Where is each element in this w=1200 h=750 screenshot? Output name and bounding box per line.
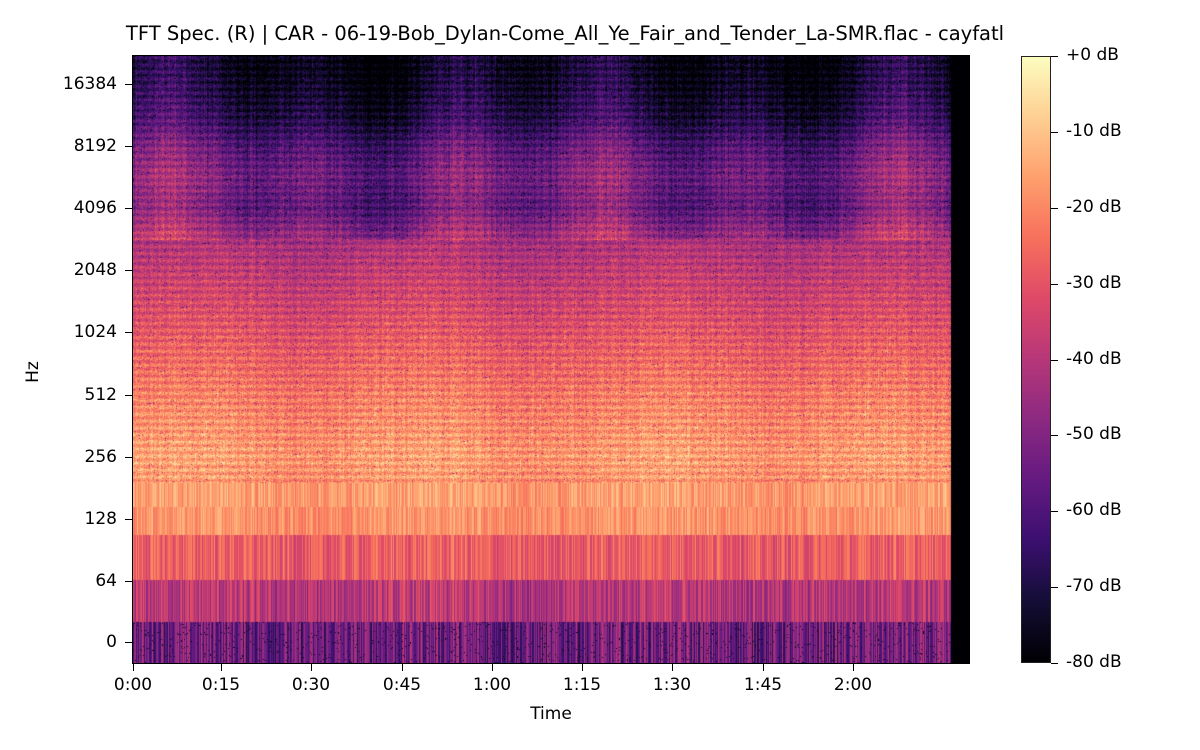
x-tick-label: 1:30	[652, 675, 692, 695]
colorbar-tick-label: -10 dB	[1066, 121, 1122, 141]
y-tick-mark	[125, 270, 132, 271]
x-tick-label: 1:45	[743, 675, 783, 695]
y-tick-label: 0	[106, 632, 117, 652]
y-axis-title: Hz	[22, 361, 43, 383]
colorbar-tick-mark	[1051, 56, 1058, 57]
y-tick-label: 2048	[73, 260, 117, 280]
y-tick-label: 4096	[73, 198, 117, 218]
y-tick-mark	[125, 581, 132, 582]
y-tick-mark	[125, 457, 132, 458]
x-tick-mark	[402, 664, 403, 671]
y-tick-label: 8192	[73, 136, 117, 156]
y-tick-mark	[125, 84, 132, 85]
colorbar-tick-mark	[1051, 132, 1058, 133]
colorbar-tick-label: -50 dB	[1066, 424, 1122, 444]
y-tick-label: 16384	[62, 74, 117, 94]
x-tick-mark	[221, 664, 222, 671]
y-tick-label: 64	[95, 571, 117, 591]
x-tick-label: 0:15	[201, 675, 241, 695]
spectrogram-plot-area	[133, 56, 969, 663]
colorbar-tick-mark	[1051, 284, 1058, 285]
y-tick-mark	[125, 208, 132, 209]
y-tick-label: 256	[84, 447, 117, 467]
colorbar-tick-mark	[1051, 663, 1058, 664]
x-tick-mark	[582, 664, 583, 671]
colorbar-tick-label: -60 dB	[1066, 500, 1122, 520]
colorbar-tick-label: -70 dB	[1066, 576, 1122, 596]
x-tick-label: 1:15	[562, 675, 602, 695]
colorbar-tick-label: -30 dB	[1066, 273, 1122, 293]
colorbar-tick-label: -20 dB	[1066, 197, 1122, 217]
colorbar-tick-mark	[1051, 208, 1058, 209]
x-tick-label: 0:30	[291, 675, 331, 695]
x-tick-label: 0:45	[382, 675, 422, 695]
x-tick-mark	[133, 664, 134, 671]
y-tick-mark	[125, 395, 132, 396]
y-tick-label: 512	[84, 385, 117, 405]
x-tick-label: 1:00	[472, 675, 512, 695]
y-tick-mark	[125, 642, 132, 643]
colorbar-tick-mark	[1051, 360, 1058, 361]
colorbar-tick-mark	[1051, 511, 1058, 512]
colorbar-tick-mark	[1051, 435, 1058, 436]
colorbar-tick-label: -40 dB	[1066, 349, 1122, 369]
x-tick-label: 2:00	[833, 675, 873, 695]
y-tick-label: 1024	[73, 322, 117, 342]
colorbar-tick-label: +0 dB	[1066, 45, 1119, 65]
spectrogram-heatmap	[133, 56, 969, 663]
y-tick-mark	[125, 332, 132, 333]
x-tick-mark	[311, 664, 312, 671]
colorbar-tick-label: -80 dB	[1066, 652, 1122, 672]
x-tick-mark	[672, 664, 673, 671]
x-tick-mark	[763, 664, 764, 671]
x-tick-mark	[492, 664, 493, 671]
y-tick-label: 128	[84, 509, 117, 529]
y-tick-mark	[125, 146, 132, 147]
colorbar	[1021, 56, 1051, 663]
x-tick-mark	[853, 664, 854, 671]
x-axis-title: Time	[530, 704, 572, 724]
colorbar-tick-mark	[1051, 587, 1058, 588]
x-tick-label: 0:00	[113, 675, 153, 695]
y-tick-mark	[125, 519, 132, 520]
chart-title: TFT Spec. (R) | CAR - 06-19-Bob_Dylan-Co…	[125, 22, 1005, 45]
